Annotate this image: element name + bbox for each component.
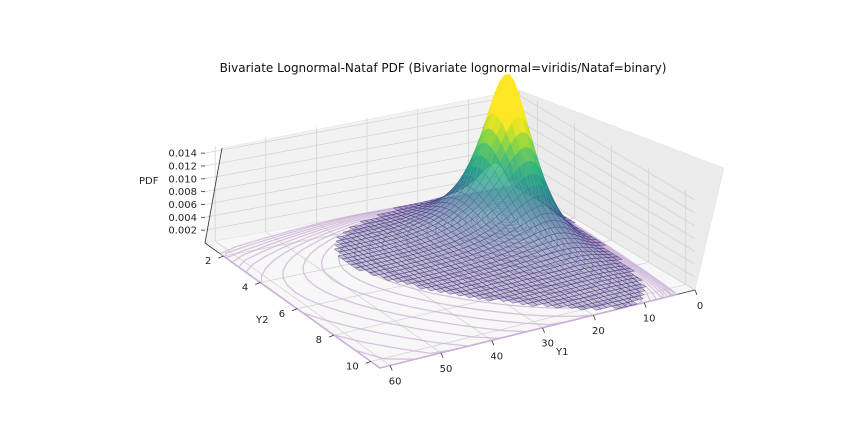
x-axis-ticks: 0 10 20 30 40 50 60	[389, 289, 703, 387]
x-tick-mark	[593, 315, 596, 321]
z-tick-label: 0.012	[168, 161, 197, 172]
x-tick-mark	[440, 352, 444, 359]
y-tick-mark	[328, 334, 335, 338]
surface-facet	[517, 300, 529, 306]
surface-facet	[473, 295, 485, 300]
surface-facet	[464, 293, 475, 299]
x-axis-label: Y1	[555, 347, 568, 358]
x-grid-line	[316, 222, 492, 341]
y-tick-mark	[365, 361, 371, 364]
surface-facet	[402, 279, 413, 285]
y-tick-mark	[255, 282, 261, 285]
x-tick-mark	[643, 302, 647, 308]
y-axis-ticks: 2 4 6 8 10	[205, 255, 371, 372]
x-tick-label: 30	[541, 339, 554, 350]
z-tick-label: 0.004	[168, 213, 197, 224]
z-tick-label: 0.002	[168, 226, 197, 237]
x-tick-label: 40	[490, 351, 503, 362]
x-tick-label: 60	[389, 376, 402, 387]
surface-facet	[576, 305, 587, 311]
surface-facet	[382, 276, 394, 281]
y-tick-label: 10	[346, 361, 359, 372]
x-tick-mark	[389, 365, 393, 371]
y-tick-label: 8	[316, 335, 322, 346]
x-tick-label: 50	[440, 364, 453, 375]
x-grid-line	[366, 212, 543, 329]
surface-facet	[551, 303, 563, 309]
x-tick-mark	[542, 327, 545, 333]
surface-facet	[392, 278, 404, 283]
z-tick-label: 0.010	[168, 174, 197, 185]
surface-facet	[498, 297, 509, 302]
y-tick-label: 6	[279, 309, 285, 320]
surface-facet	[368, 271, 380, 277]
z-tick-label: 0.006	[168, 200, 197, 211]
x-tick-label: 0	[697, 301, 703, 312]
pdf-surface	[333, 74, 647, 311]
y-axis-label: Y2	[255, 315, 268, 326]
y-tick-label: 4	[242, 282, 248, 293]
x-tick-label: 10	[643, 314, 656, 325]
y-tick-mark	[291, 308, 298, 312]
x-tick-mark	[694, 289, 698, 296]
surface-facet	[483, 296, 495, 302]
surface-facet	[527, 301, 538, 307]
surface-facet	[566, 304, 578, 309]
chart-title: Bivariate Lognormal-Nataf PDF (Bivariate…	[220, 61, 667, 75]
y-tick-mark	[218, 255, 224, 259]
surface-facet	[445, 289, 456, 295]
z-axis-label: PDF	[139, 176, 159, 187]
surface-facet	[435, 288, 446, 293]
surface-facet	[425, 286, 437, 292]
surface-facet	[542, 302, 553, 307]
surface-facet	[354, 266, 366, 272]
x-tick-label: 20	[592, 326, 605, 337]
surface-facet	[416, 284, 427, 290]
y-tick-label: 2	[205, 256, 211, 267]
x-tick-mark	[491, 340, 495, 346]
z-tick-label: 0.014	[168, 149, 197, 160]
surface-facet	[508, 298, 519, 304]
z-tick-label: 0.008	[168, 187, 197, 198]
surface-facet	[591, 305, 602, 311]
x-grid-line	[265, 231, 442, 354]
surface-facet	[454, 291, 466, 297]
surface-facet	[611, 304, 623, 310]
